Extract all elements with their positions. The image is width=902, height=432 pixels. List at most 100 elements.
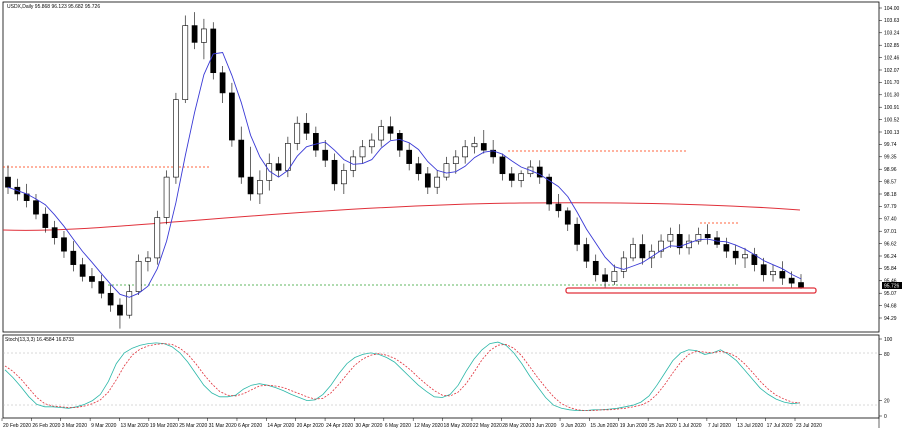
- date-axis: 20 Feb 2020 26 Feb 2020 3 Mar 2020 9 Mar 20…: [1, 418, 822, 429]
- candle-body: [798, 282, 804, 288]
- candle-body: [257, 180, 263, 195]
- candle-body: [499, 156, 506, 175]
- date-tick-label: 13 Mar 2020: [120, 423, 148, 429]
- date-tick-label: 7 Jul 2020: [708, 423, 731, 429]
- candle-body: [42, 213, 49, 228]
- candle-body: [89, 276, 95, 282]
- candle-body: [173, 99, 179, 178]
- date-tick-label: 18 May 2020: [444, 423, 473, 429]
- candle-body: [452, 156, 459, 164]
- candle-body: [592, 260, 599, 276]
- candle-body: [210, 28, 217, 74]
- price-tick-label: 97.79: [884, 204, 897, 210]
- price-tick-label: 99.74: [884, 142, 897, 148]
- stoch-tick-label: 100: [884, 337, 893, 343]
- date-tick-label: 3 Mar 2020: [62, 423, 88, 429]
- date-tick-label: 3 Jun 2020: [532, 423, 557, 429]
- candle-body: [98, 281, 105, 294]
- date-tick-label: 17 Jul 2020: [767, 423, 793, 429]
- candle-body: [387, 126, 394, 134]
- candle-body: [313, 133, 319, 151]
- candle-body: [443, 163, 450, 178]
- price-tick-label: 100.13: [884, 130, 900, 136]
- price-tick-label: 94.68: [884, 303, 897, 309]
- date-tick-label: 23 Jul 2020: [796, 423, 822, 429]
- price-tick-label: 95.84: [884, 266, 897, 272]
- candle-body: [508, 173, 515, 181]
- candle-body: [368, 139, 375, 148]
- stoch-tick-label: 0: [884, 414, 887, 420]
- candle-body: [639, 244, 646, 259]
- candle-body: [546, 176, 552, 205]
- date-tick-label: 6 Apr 2020: [238, 423, 262, 429]
- candle-body: [732, 250, 739, 259]
- candle-body: [676, 234, 683, 249]
- candle-body: [219, 72, 226, 94]
- date-tick-label: 20 Feb 2020: [3, 423, 31, 429]
- candle-body: [760, 264, 767, 276]
- candle-body: [51, 227, 58, 239]
- candle-body: [61, 237, 67, 252]
- candle-body: [406, 149, 413, 164]
- candle-body: [331, 159, 338, 185]
- candle-body: [434, 176, 441, 188]
- price-tick-label: 100.52: [884, 117, 900, 123]
- price-tick-label: 97.40: [884, 217, 897, 223]
- candle-body: [117, 304, 123, 316]
- candle-body: [630, 244, 636, 259]
- stoch-main-line: [4, 341, 801, 411]
- candle-body: [667, 234, 674, 242]
- price-tick-label: 102.85: [884, 43, 900, 49]
- stoch-axis: 100 80 20 0: [879, 337, 893, 420]
- candle-body: [695, 234, 702, 242]
- candle-body: [294, 122, 301, 144]
- date-tick-label: 24 Apr 2020: [326, 423, 353, 429]
- date-tick-label: 26 Feb 2020: [32, 423, 60, 429]
- date-tick-label: 30 Apr 2020: [355, 423, 382, 429]
- candle-body: [704, 234, 711, 239]
- candle-body: [126, 291, 133, 316]
- date-tick-label: 1 Jul 2020: [679, 423, 702, 429]
- price-tick-label: 98.57: [884, 179, 897, 185]
- price-tick-label: 104.00: [884, 6, 900, 12]
- candle-body: [396, 133, 403, 151]
- candle-body: [303, 122, 310, 134]
- stoch-tick-label: 80: [884, 352, 890, 358]
- candle-body: [574, 223, 580, 245]
- candle-body: [238, 139, 245, 178]
- date-tick-label: 6 May 2020: [385, 423, 411, 429]
- candle-body: [191, 25, 198, 43]
- price-tick-label: 101.70: [884, 80, 900, 86]
- candle-body: [611, 271, 618, 282]
- candle-body: [359, 146, 366, 158]
- fast-moving-average: [7, 52, 802, 298]
- candle-body: [770, 271, 776, 276]
- date-tick-label: 14 Apr 2020: [267, 423, 294, 429]
- candle-body: [70, 250, 77, 265]
- price-tick-label: 102.46: [884, 55, 900, 61]
- stoch-tick-label: 20: [884, 398, 890, 404]
- candle-body: [564, 210, 571, 225]
- candle-body: [182, 25, 189, 100]
- candle-body: [340, 170, 347, 185]
- price-tick-label: 98.18: [884, 192, 897, 198]
- date-tick-label: 31 Mar 2020: [209, 423, 237, 429]
- candle-body: [480, 143, 487, 151]
- date-tick-label: 19 Mar 2020: [150, 423, 178, 429]
- candle-body: [518, 173, 524, 181]
- price-tick-label: 95.07: [884, 291, 897, 297]
- current-price-label: 95.726: [884, 284, 900, 290]
- candle-body: [788, 277, 795, 284]
- candle-body: [201, 28, 207, 43]
- candle-body: [266, 163, 273, 181]
- candle-body: [145, 257, 151, 262]
- candle-body: [5, 176, 11, 188]
- candle-body: [462, 146, 469, 158]
- current-price-tag: 95.726: [882, 282, 902, 290]
- candle-body: [135, 260, 142, 292]
- price-tick-label: 96.24: [884, 254, 897, 260]
- candle-body: [378, 126, 385, 141]
